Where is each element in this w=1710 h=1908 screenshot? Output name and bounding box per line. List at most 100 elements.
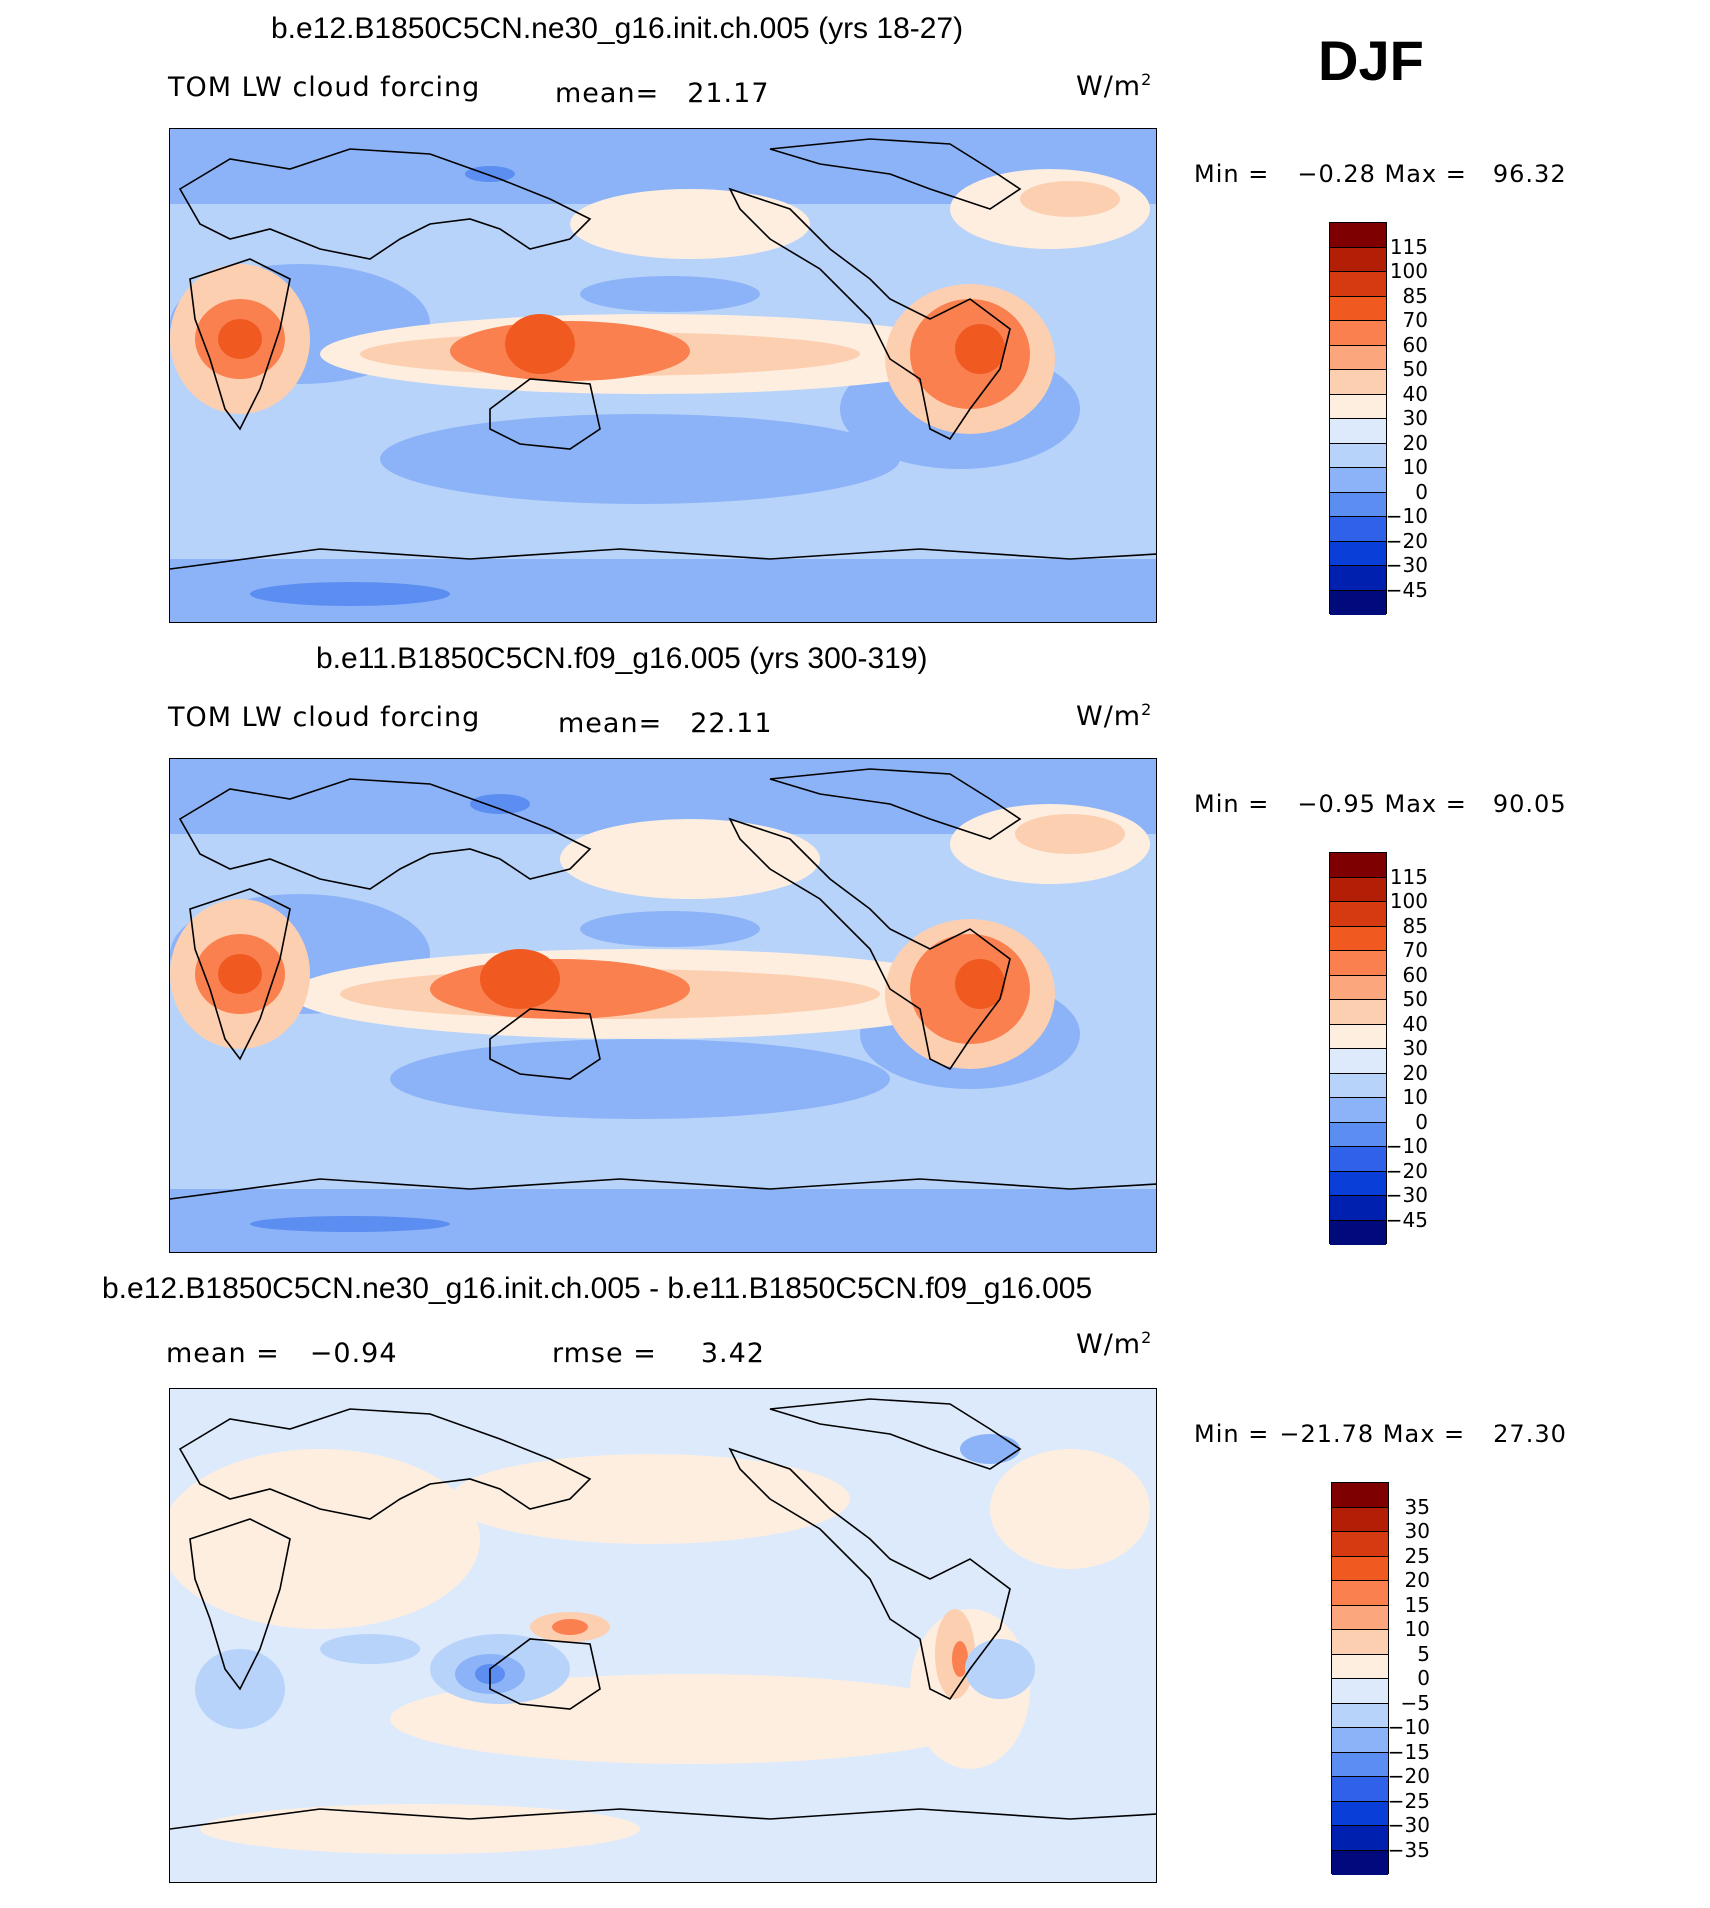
colorbar-tick-label: 35 [1404,1494,1430,1519]
panel2-mean-label: mean= [558,708,663,739]
colorbar-segment [1330,223,1386,248]
panel3-min-label: Min = [1194,1420,1270,1448]
colorbar-segment [1330,1171,1386,1196]
panel3-title: b.e12.B1850C5CN.ne30_g16.init.ch.005 - b… [102,1272,1093,1305]
panel3-min-value: −21.78 [1279,1420,1375,1448]
colorbar-segment [1330,394,1386,419]
panel3-field [170,1389,1156,1882]
colorbar-tick-label: 10 [1402,455,1428,479]
colorbar-tick-label: 30 [1402,406,1428,430]
panel2-mean: mean= 22.11 [558,708,773,739]
colorbar-segment [1332,1801,1388,1826]
colorbar-tick-label: −45 [1385,577,1428,602]
colorbar-segment [1330,1196,1386,1221]
season-label: DJF [1318,29,1424,92]
colorbar-tick-label: 0 [1417,1666,1430,1690]
colorbar-segment [1332,1605,1388,1630]
colorbar-tick-label: 20 [1404,1568,1430,1592]
colorbar-tick-label: 15 [1404,1592,1430,1617]
panel1-minmax: Min = −0.28 Max = 96.32 [1194,160,1567,188]
panel2-title: b.e11.B1850C5CN.f09_g16.005 (yrs 300-319… [316,642,928,675]
panel1-max-value: 96.32 [1492,160,1567,188]
colorbar-tick-label: 30 [1404,1519,1430,1543]
colorbar-segment [1332,1556,1388,1581]
colorbar-tick-label: −30 [1387,1813,1430,1837]
panel2-min-value: −0.95 [1297,790,1376,818]
panel2-max-label: Max = [1384,790,1467,818]
panel3-rmse-label: rmse = [552,1338,657,1369]
panel3-rmse: rmse = 3.42 [552,1338,765,1369]
panel1-mean-label: mean= [555,78,660,109]
colorbar-segment [1330,1000,1386,1025]
colorbar-segment [1330,566,1386,591]
panel2-min-label: Min = [1194,790,1270,818]
panel2-mean-value: 22.11 [690,708,773,739]
colorbar-segment [1332,1703,1388,1728]
colorbar-tick-label: −10 [1387,1715,1430,1739]
colorbar-segment [1330,541,1386,566]
panel1-mean-value: 21.17 [687,78,770,109]
colorbar-tick-label: 0 [1415,1109,1428,1134]
panel1-min-label: Min = [1194,160,1270,188]
colorbar-tick-label: −15 [1387,1739,1430,1764]
panel3-max-label: Max = [1382,1420,1466,1448]
colorbar-segment [1330,902,1386,927]
colorbar-tick-label: 30 [1402,1036,1428,1060]
panel3-mean-label: mean = [166,1338,280,1369]
panel3-map [169,1388,1157,1883]
colorbar-tick-label: 85 [1402,283,1428,308]
colorbar-segment [1330,1024,1386,1049]
colorbar-segment [1332,1483,1388,1508]
colorbar-tick-label: 20 [1402,1060,1428,1085]
colorbar-tick-label: 25 [1404,1543,1430,1568]
colorbar-segment [1332,1777,1388,1802]
colorbar-tick-label: 50 [1402,987,1428,1011]
panel2-variable: TOM LW cloud forcing [168,702,481,733]
panel1-colorbar [1329,222,1387,615]
colorbar-tick-label: −20 [1385,528,1428,553]
colorbar-tick-label: −45 [1385,1207,1428,1232]
colorbar-segment [1330,1220,1386,1245]
colorbar-segment [1330,1147,1386,1172]
colorbar-tick-label: 10 [1404,1617,1430,1641]
colorbar-segment [1330,590,1386,615]
colorbar-tick-label: −25 [1387,1788,1430,1813]
colorbar-segment [1330,321,1386,346]
panel2-units: W/m2 [1076,700,1153,732]
panel3-mean-value: −0.94 [309,1338,398,1369]
colorbar-tick-label: −10 [1385,1134,1428,1158]
panel2-colorbar [1329,852,1387,1245]
colorbar-segment [1330,1098,1386,1123]
colorbar-tick-label: 40 [1402,1011,1428,1036]
colorbar-tick-label: −35 [1387,1837,1430,1862]
colorbar-segment [1332,1654,1388,1679]
colorbar-segment [1332,1581,1388,1606]
panel3-max-value: 27.30 [1493,1420,1567,1448]
colorbar-segment [1330,272,1386,297]
colorbar-tick-label: −30 [1385,1183,1428,1207]
colorbar-tick-label: −20 [1385,1158,1428,1183]
colorbar-segment [1330,443,1386,468]
panel1-title: b.e12.B1850C5CN.ne30_g16.init.ch.005 (yr… [271,12,964,45]
colorbar-tick-label: −30 [1385,553,1428,577]
colorbar-segment [1330,1049,1386,1074]
colorbar-segment [1332,1728,1388,1753]
panel3-minmax: Min = −21.78 Max = 27.30 [1194,1420,1567,1448]
colorbar-segment [1330,926,1386,951]
colorbar-tick-label: 85 [1402,913,1428,938]
colorbar-segment [1330,1073,1386,1098]
colorbar-tick-label: 20 [1402,430,1428,455]
colorbar-tick-label: 115 [1389,864,1428,889]
panel2-max-value: 90.05 [1492,790,1567,818]
colorbar-tick-label: 60 [1402,332,1428,357]
colorbar-segment [1330,877,1386,902]
panel2-map [169,758,1157,1253]
colorbar-segment [1330,419,1386,444]
colorbar-tick-label: −5 [1400,1690,1430,1715]
colorbar-segment [1330,468,1386,493]
colorbar-segment [1332,1850,1388,1875]
panel1-max-label: Max = [1384,160,1467,188]
colorbar-tick-label: 100 [1389,259,1428,283]
colorbar-segment [1330,853,1386,878]
panel1-mean: mean= 21.17 [555,78,770,109]
